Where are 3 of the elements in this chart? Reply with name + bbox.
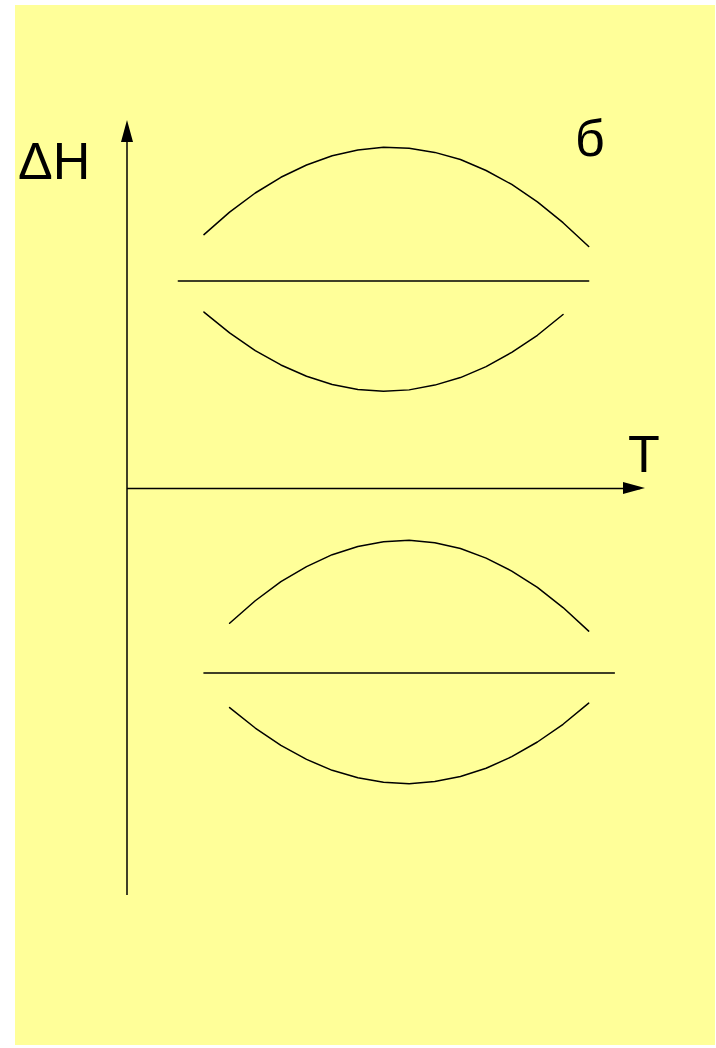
x-axis-title: T	[628, 425, 660, 483]
y-axis-title: ΔH	[18, 132, 91, 190]
annotation: б	[575, 109, 605, 167]
